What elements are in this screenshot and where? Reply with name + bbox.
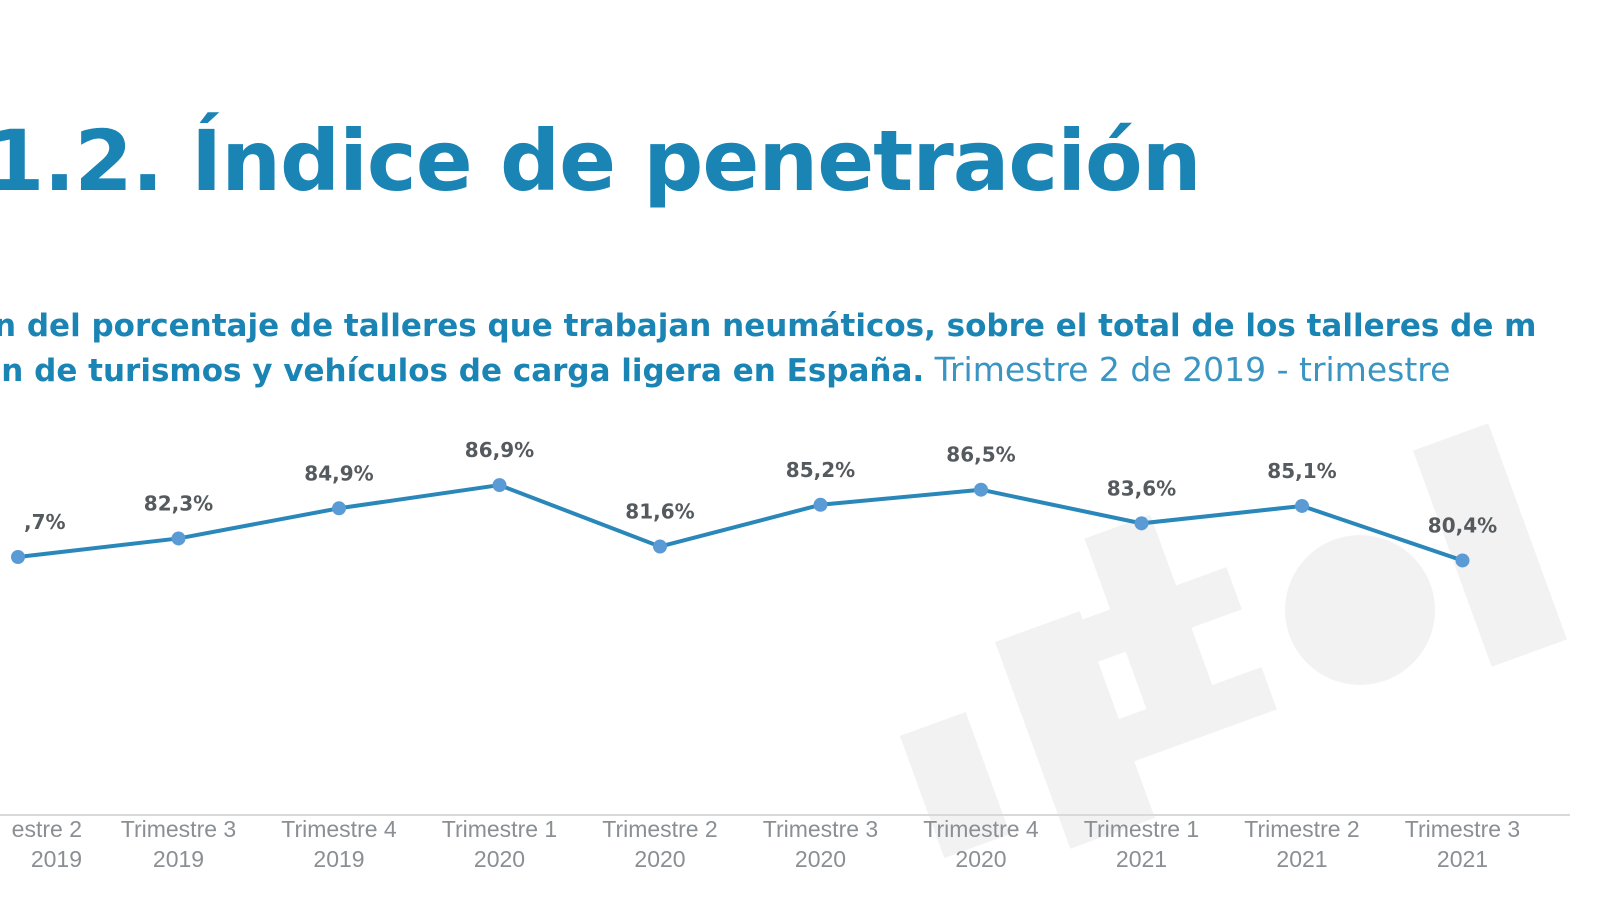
data-point: [492, 478, 507, 493]
x-axis-tick-labels: estre 2 2019 Trimestre 3 2019 Trimestre 4 201…: [12, 816, 1521, 872]
x-tick-label: 2019: [313, 846, 364, 872]
x-tick-label: 2020: [634, 846, 685, 872]
data-labels: ,7% 82,3% 84,9% 86,9% 81,6% 85,2% 86,5% 83,6% 85…: [24, 438, 1497, 537]
x-tick-label: Trimestre 3: [763, 816, 878, 842]
watermark-logo: [899, 423, 1567, 859]
data-label: 82,3%: [144, 491, 213, 515]
data-point: [11, 550, 25, 564]
data-label: 85,1%: [1267, 459, 1336, 483]
x-tick-label: Trimestre 2: [1244, 816, 1359, 842]
data-label: 85,2%: [786, 458, 855, 482]
x-tick-label: estre 2: [12, 816, 82, 842]
x-tick-label: 2019: [31, 846, 82, 872]
data-point: [813, 497, 828, 512]
data-label: 83,6%: [1107, 476, 1176, 500]
series-line: [16, 483, 1465, 563]
x-tick-label: Trimestre 4: [281, 816, 397, 842]
data-label: ,7%: [24, 510, 66, 534]
data-point: [171, 531, 186, 546]
data-point: [332, 501, 346, 516]
data-label: 80,4%: [1428, 513, 1497, 537]
chart-subtitle-date-range: Trimestre 2 de 2019 - trimestre: [924, 350, 1451, 389]
data-label: 84,9%: [304, 461, 373, 485]
x-tick-label: 2020: [955, 846, 1006, 872]
x-tick-label: Trimestre 2: [602, 816, 717, 842]
data-label: 81,6%: [625, 500, 694, 524]
data-point: [974, 482, 988, 497]
data-label: 86,5%: [946, 443, 1015, 467]
chart-subtitle-bold-part: ón de turismos y vehículos de carga lige…: [0, 353, 925, 389]
data-points: [11, 478, 1470, 568]
data-point: [1295, 498, 1309, 513]
x-tick-label: 2019: [153, 846, 204, 872]
x-tick-label: Trimestre 3: [1405, 816, 1520, 842]
x-tick-label: Trimestre 1: [442, 816, 557, 842]
x-tick-label: 2020: [795, 846, 846, 872]
x-tick-label: 2020: [474, 846, 525, 872]
data-point: [653, 539, 667, 554]
chart-subtitle-line-1: n del porcentaje de talleres que trabaja…: [0, 308, 1537, 344]
x-tick-label: 2021: [1437, 846, 1488, 872]
x-tick-label: 2021: [1116, 846, 1167, 872]
page-title: 1.2. Índice de penetración: [0, 112, 1202, 210]
x-tick-label: Trimestre 1: [1084, 816, 1199, 842]
x-tick-label: 2021: [1276, 846, 1327, 872]
data-point: [1134, 516, 1149, 531]
data-point: [1455, 553, 1470, 568]
x-tick-label: Trimestre 4: [923, 816, 1039, 842]
x-tick-label: Trimestre 3: [121, 816, 236, 842]
data-label: 86,9%: [465, 438, 534, 462]
chart-subtitle-line-2: ón de turismos y vehículos de carga lige…: [0, 350, 1450, 389]
